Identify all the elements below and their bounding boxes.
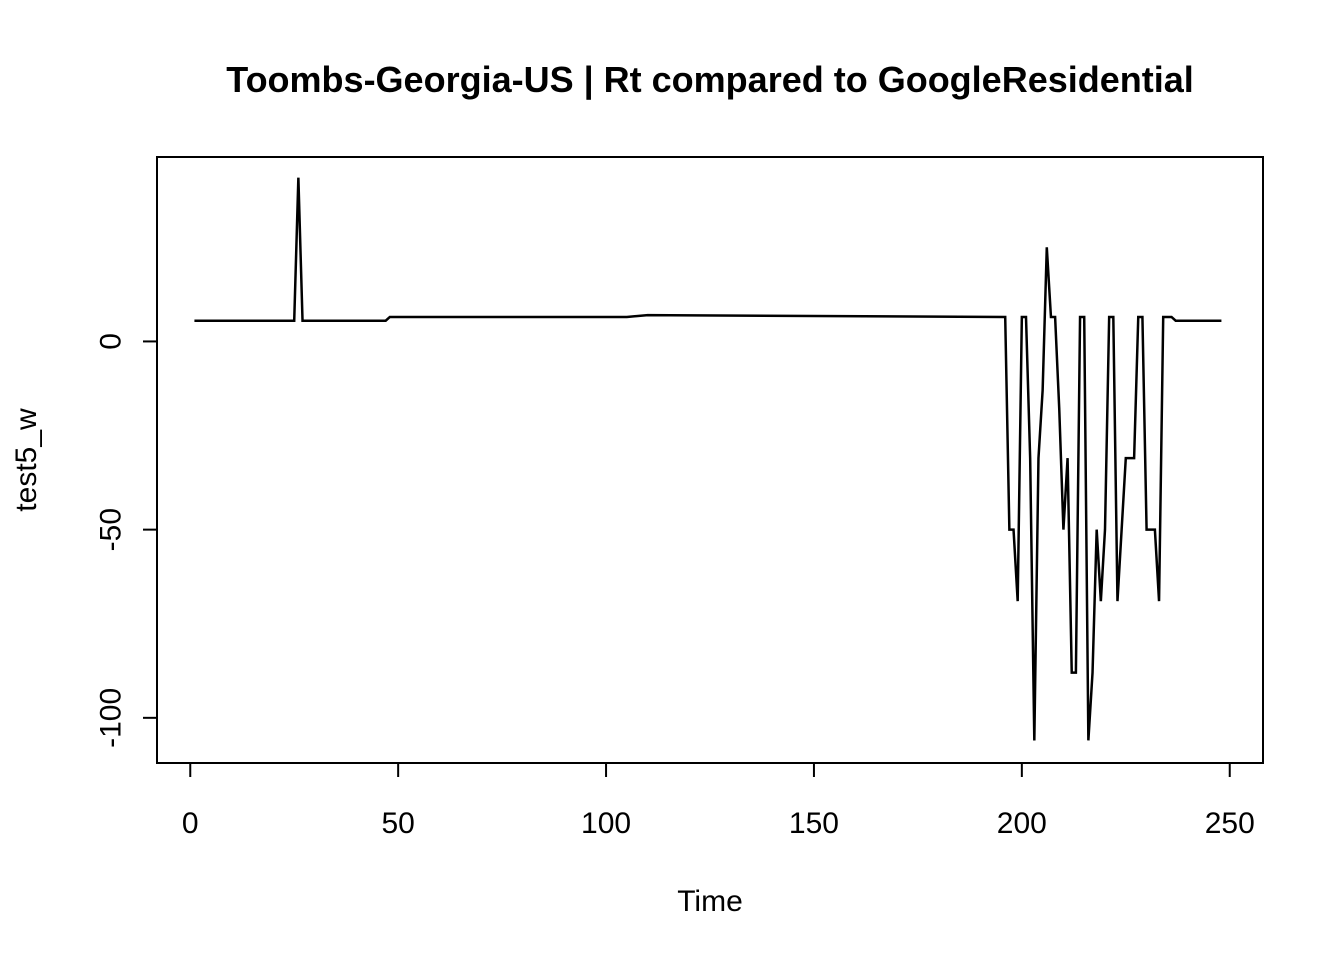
data-point [1013, 529, 1015, 531]
data-point [1033, 739, 1035, 741]
data-point [1146, 529, 1148, 531]
x-tick-label: 150 [789, 807, 839, 840]
x-axis: 0 50 100 150 200 250 [182, 762, 1255, 840]
data-point [1150, 529, 1152, 531]
plot-area-border [156, 156, 1264, 764]
data-point [1029, 457, 1031, 459]
data-point [1220, 320, 1222, 322]
data-point [1116, 600, 1118, 602]
data-point [1158, 600, 1160, 602]
data-point [1071, 672, 1073, 674]
data-point [1008, 529, 1010, 531]
x-tick-label: 100 [581, 807, 631, 840]
chart-title: Toombs-Georgia-US | Rt compared to Googl… [226, 59, 1194, 101]
data-point [1121, 529, 1123, 531]
y-tick-label: -100 [95, 688, 128, 748]
data-point [1171, 316, 1173, 318]
data-point [302, 320, 304, 322]
data-point [1054, 316, 1056, 318]
data-point [1100, 600, 1102, 602]
x-tick-label: 200 [997, 807, 1047, 840]
data-point [1046, 246, 1048, 248]
data-point [1162, 316, 1164, 318]
data-point [1062, 529, 1064, 531]
data-point [1125, 457, 1127, 459]
data-point [1112, 316, 1114, 318]
data-point [1129, 457, 1131, 459]
data-point [1042, 389, 1044, 391]
data-point [1037, 457, 1039, 459]
x-tick-label: 0 [182, 807, 199, 840]
data-point [193, 320, 195, 322]
x-tick-label: 50 [381, 807, 414, 840]
data-point [626, 316, 628, 318]
data-point [389, 316, 391, 318]
data-point [1166, 316, 1168, 318]
data-point [1004, 316, 1006, 318]
data-point [1133, 457, 1135, 459]
y-tick-label: 0 [95, 333, 128, 350]
data-point [1141, 316, 1143, 318]
data-point [1025, 316, 1027, 318]
data-point [647, 314, 649, 316]
series-line [194, 177, 1222, 741]
data-point [1104, 529, 1106, 531]
data-point [1137, 316, 1139, 318]
data-point [1050, 316, 1052, 318]
x-tick-label: 250 [1205, 807, 1255, 840]
data-point [1087, 739, 1089, 741]
data-point [1058, 408, 1060, 410]
y-tick-label: -50 [95, 508, 128, 551]
data-point [1021, 316, 1023, 318]
data-point [1092, 672, 1094, 674]
data-point [1175, 320, 1177, 322]
data-point [385, 320, 387, 322]
data-point [1075, 672, 1077, 674]
data-point [1096, 529, 1098, 531]
data-point [293, 320, 295, 322]
data-point [1017, 600, 1019, 602]
data-point [297, 177, 299, 179]
data-point [1079, 316, 1081, 318]
data-point [1108, 316, 1110, 318]
y-axis-label: test5_w [10, 408, 43, 512]
x-axis-label: Time [677, 885, 743, 918]
data-point [1083, 316, 1085, 318]
y-axis: 0 -50 -100 [95, 333, 158, 748]
data-point [1154, 529, 1156, 531]
data-point [1067, 457, 1069, 459]
